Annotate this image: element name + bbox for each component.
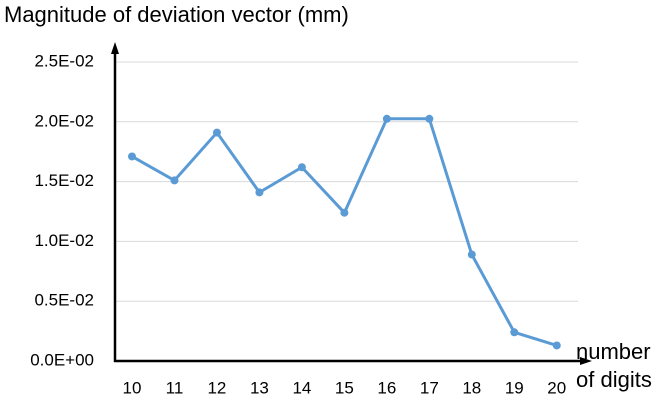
data-point [297, 163, 306, 172]
data-point [467, 250, 476, 259]
data-point [127, 152, 136, 161]
y-tick-label: 1.0E-02 [34, 231, 94, 250]
x-tick-label: 16 [377, 378, 396, 397]
y-axis-label: Magnitude of deviation vector (mm) [4, 2, 349, 27]
x-tick-label: 10 [123, 378, 142, 397]
data-point [425, 114, 434, 123]
data-point [255, 188, 264, 197]
y-tick-label: 1.5E-02 [34, 171, 94, 190]
x-tick-label: 12 [207, 378, 226, 397]
y-tick-label: 0.0E+00 [30, 350, 94, 369]
x-axis-label: number of digits [576, 339, 652, 392]
y-tick-label: 2.5E-02 [34, 51, 94, 70]
x-tick-label: 13 [250, 378, 269, 397]
data-point [212, 128, 221, 137]
x-axis-arrow [580, 357, 592, 365]
data-point [170, 176, 179, 185]
x-tick-label: 17 [420, 378, 439, 397]
x-tick-label: 11 [166, 378, 184, 397]
x-tick-label: 15 [335, 378, 354, 397]
y-tick-label: 0.5E-02 [34, 291, 94, 310]
series-line [131, 117, 558, 347]
y-tick-label: 2.0E-02 [34, 111, 94, 130]
x-tick-label: 20 [547, 378, 566, 397]
x-tick-label: 19 [505, 378, 524, 397]
y-axis-arrow [111, 42, 119, 54]
data-point [382, 114, 391, 123]
data-point [510, 328, 519, 337]
data-point [340, 208, 349, 217]
x-tick-label: 18 [462, 378, 481, 397]
data-point [552, 341, 561, 350]
x-tick-label: 14 [292, 378, 311, 397]
